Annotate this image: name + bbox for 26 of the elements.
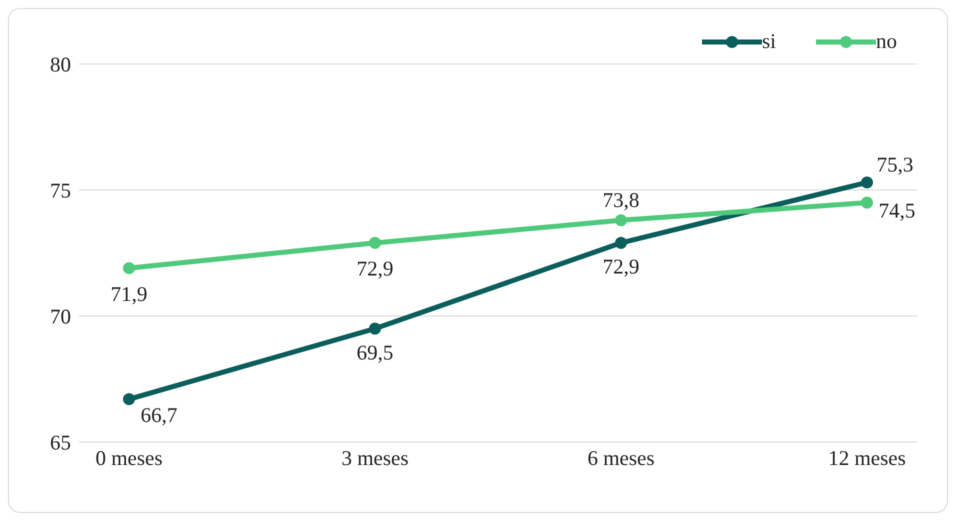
- data-label: 72,9: [356, 256, 394, 281]
- point: [369, 236, 381, 249]
- point: [615, 236, 627, 249]
- y-tick-label: 80: [50, 52, 71, 76]
- point: [615, 214, 627, 226]
- x-tick-label: 6 meses: [587, 446, 655, 470]
- y-tick-label: 70: [50, 304, 71, 328]
- legend-label: no: [875, 29, 897, 54]
- data-label: 71,9: [110, 282, 148, 306]
- x-tick-label: 3 meses: [341, 446, 409, 470]
- data-label: 73,8: [602, 188, 640, 212]
- data-label: 74,5: [878, 198, 916, 222]
- legend-label: si: [760, 29, 776, 54]
- data-label: 66,7: [140, 402, 178, 427]
- y-tick-label: 75: [50, 178, 71, 202]
- x-tick-label: 0 meses: [95, 446, 163, 470]
- data-label: 72,9: [602, 254, 640, 279]
- x-tick-label: 12 meses: [828, 446, 906, 470]
- point: [123, 262, 135, 274]
- point: [369, 322, 381, 335]
- point: [861, 176, 873, 188]
- point: [861, 196, 873, 209]
- y-tick-label: 65: [50, 430, 71, 454]
- point: [123, 393, 135, 406]
- data-label: 69,5: [356, 340, 394, 364]
- data-label: 75,3: [876, 152, 914, 176]
